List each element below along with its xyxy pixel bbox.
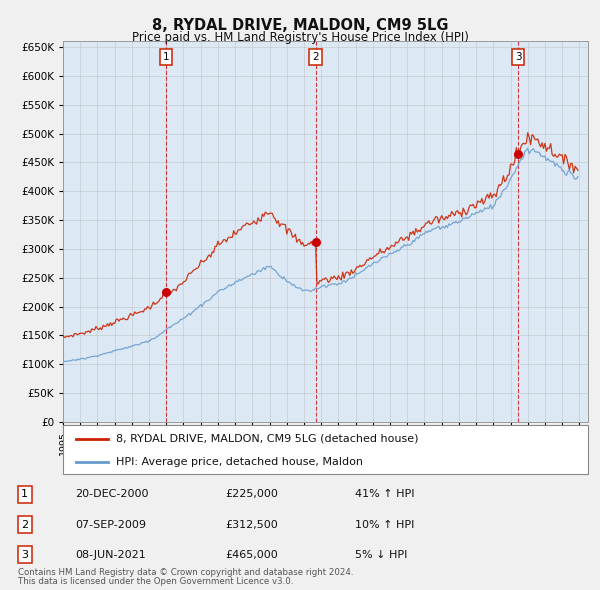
Text: 2: 2 bbox=[313, 52, 319, 62]
Text: This data is licensed under the Open Government Licence v3.0.: This data is licensed under the Open Gov… bbox=[18, 577, 293, 586]
Text: 8, RYDAL DRIVE, MALDON, CM9 5LG (detached house): 8, RYDAL DRIVE, MALDON, CM9 5LG (detache… bbox=[115, 434, 418, 444]
Text: 5% ↓ HPI: 5% ↓ HPI bbox=[355, 550, 407, 560]
Text: 8, RYDAL DRIVE, MALDON, CM9 5LG: 8, RYDAL DRIVE, MALDON, CM9 5LG bbox=[152, 18, 448, 32]
Text: 41% ↑ HPI: 41% ↑ HPI bbox=[355, 490, 414, 499]
Text: 1: 1 bbox=[163, 52, 169, 62]
Text: 2: 2 bbox=[21, 520, 28, 530]
Text: 1: 1 bbox=[21, 490, 28, 499]
Text: 07-SEP-2009: 07-SEP-2009 bbox=[76, 520, 146, 530]
Text: HPI: Average price, detached house, Maldon: HPI: Average price, detached house, Mald… bbox=[115, 457, 362, 467]
Text: 20-DEC-2000: 20-DEC-2000 bbox=[76, 490, 149, 499]
Text: £225,000: £225,000 bbox=[225, 490, 278, 499]
Text: 3: 3 bbox=[515, 52, 521, 62]
Text: £312,500: £312,500 bbox=[225, 520, 278, 530]
Text: Contains HM Land Registry data © Crown copyright and database right 2024.: Contains HM Land Registry data © Crown c… bbox=[18, 568, 353, 577]
Text: 08-JUN-2021: 08-JUN-2021 bbox=[76, 550, 146, 560]
FancyBboxPatch shape bbox=[63, 425, 588, 474]
Text: £465,000: £465,000 bbox=[225, 550, 278, 560]
Text: 10% ↑ HPI: 10% ↑ HPI bbox=[355, 520, 414, 530]
Text: Price paid vs. HM Land Registry's House Price Index (HPI): Price paid vs. HM Land Registry's House … bbox=[131, 31, 469, 44]
Text: 3: 3 bbox=[21, 550, 28, 560]
